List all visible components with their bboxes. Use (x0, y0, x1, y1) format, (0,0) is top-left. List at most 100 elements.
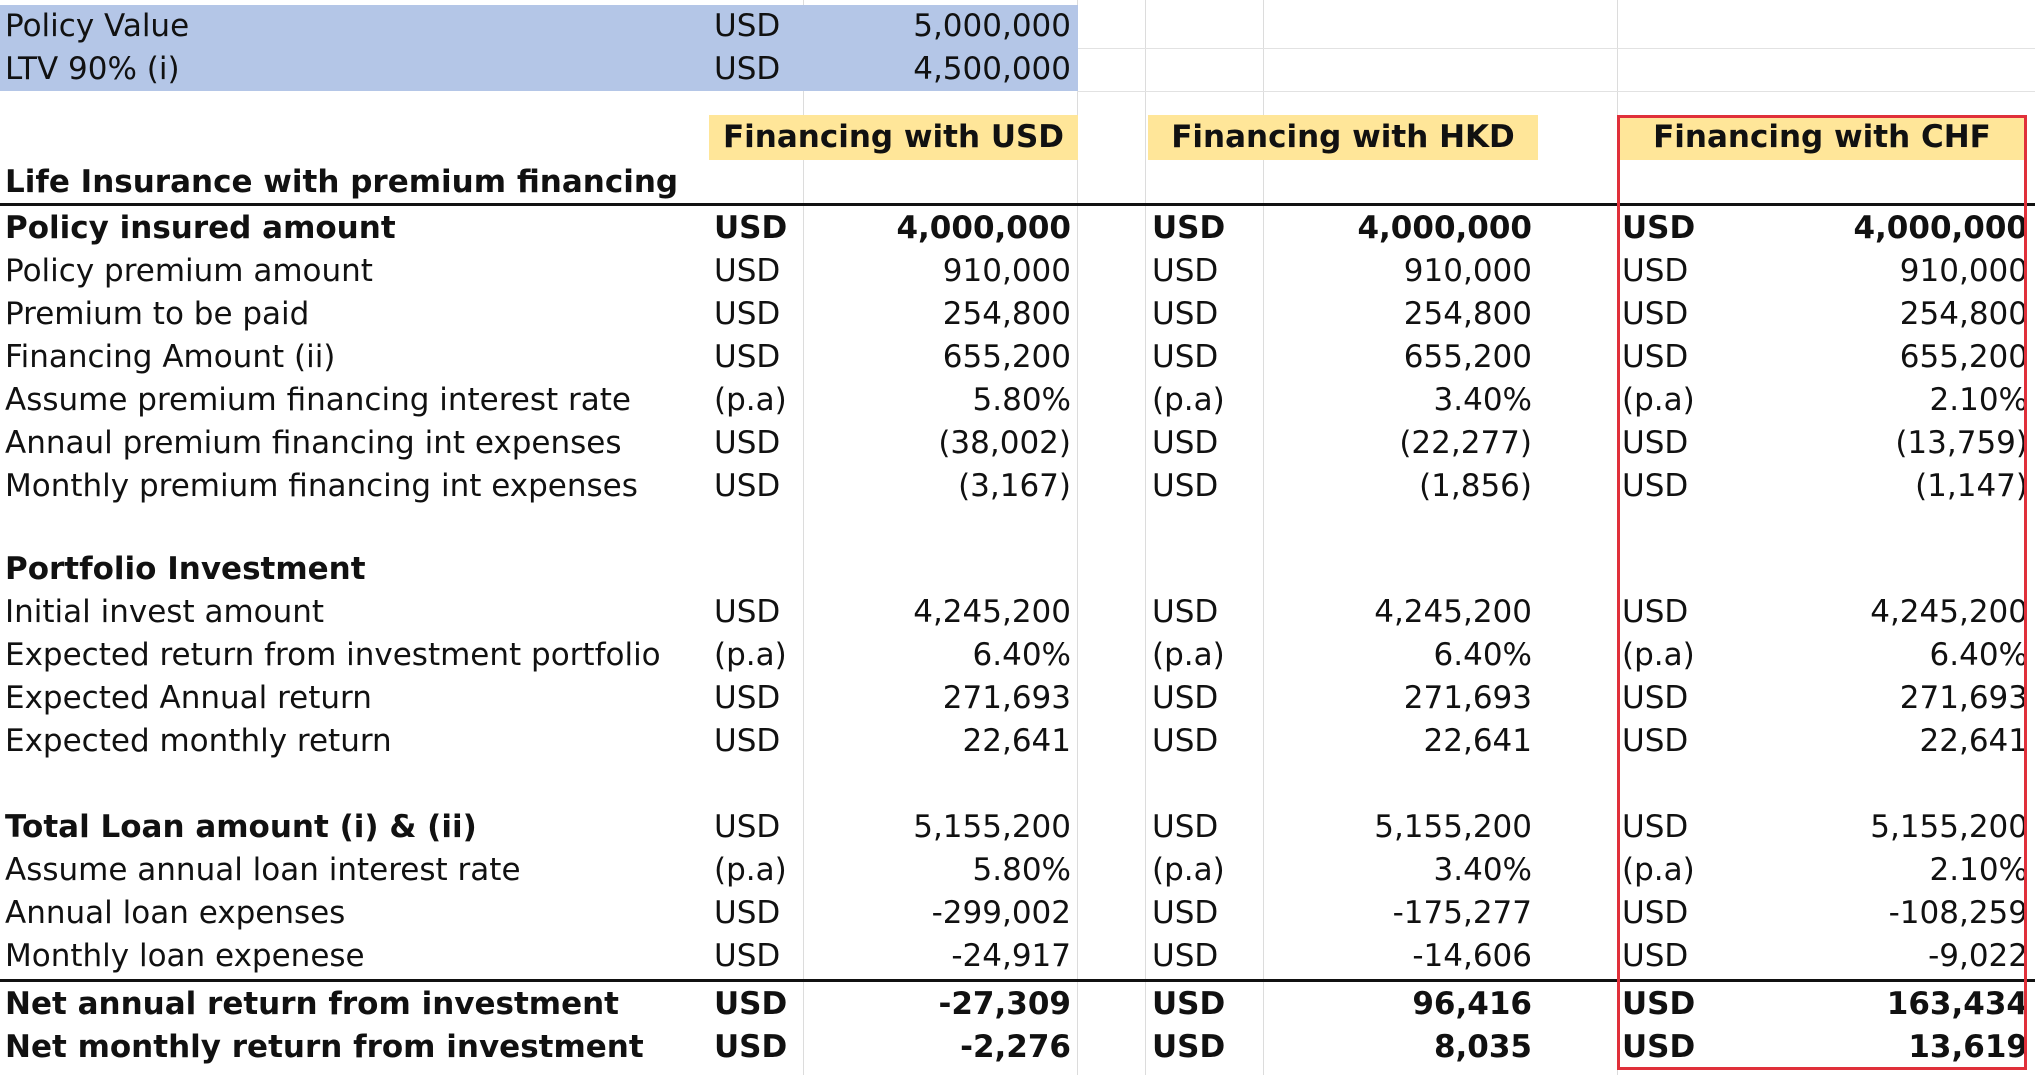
unit: (p.a) (1152, 637, 1225, 673)
grid-line (1077, 91, 2035, 92)
unit: USD (714, 938, 781, 974)
value: 4,000,000 (1853, 210, 2028, 246)
unit: USD (714, 425, 781, 461)
value: 254,800 (1403, 296, 1532, 332)
value: 4,245,200 (913, 594, 1071, 630)
section-divider (0, 203, 2035, 206)
unit: (p.a) (714, 852, 787, 888)
value: -24,917 (951, 938, 1071, 974)
value: 2.10% (1929, 382, 2028, 418)
header-financing-usd: Financing with USD (709, 115, 1078, 160)
table-row: Net monthly return from investment USD -2,… (0, 1026, 2035, 1069)
unit: USD (1622, 339, 1689, 375)
header-financing-hkd: Financing with HKD (1148, 115, 1538, 160)
value: 4,000,000 (896, 210, 1071, 246)
unit: (p.a) (1622, 852, 1695, 888)
value: (13,759) (1895, 425, 2028, 461)
value: -299,002 (931, 895, 1071, 931)
unit: USD (1152, 253, 1219, 289)
value: (3,167) (958, 468, 1071, 504)
unit: (p.a) (1622, 382, 1695, 418)
table-row: Monthly loan expenese USD -24,917 USD -14,60… (0, 935, 2035, 978)
value: 271,693 (942, 680, 1071, 716)
value: 254,800 (942, 296, 1071, 332)
unit: USD (714, 986, 788, 1022)
unit: USD (1152, 809, 1219, 845)
table-row: Financing Amount (ii) USD 655,200 USD 655,20… (0, 336, 2035, 379)
row-label: Assume annual loan interest rate (5, 852, 521, 888)
row-label: Policy insured amount (5, 210, 396, 246)
row-label: Policy Value (5, 8, 190, 44)
unit: USD (1152, 425, 1219, 461)
unit: USD (1622, 425, 1689, 461)
unit: USD (714, 253, 781, 289)
value: -27,309 (938, 986, 1072, 1022)
value: 6.40% (972, 637, 1071, 673)
unit: USD (714, 809, 781, 845)
value: 910,000 (1403, 253, 1532, 289)
value: 96,416 (1412, 986, 1532, 1022)
value: 22,641 (1919, 723, 2028, 759)
unit: USD (1622, 594, 1689, 630)
value: 5,155,200 (1870, 809, 2028, 845)
value: 13,619 (1908, 1029, 2028, 1065)
table-row: Expected return from investment portfoli… (0, 634, 2035, 677)
unit: USD (1152, 680, 1219, 716)
unit: USD (1622, 296, 1689, 332)
unit: USD (1622, 468, 1689, 504)
unit: USD (1622, 723, 1689, 759)
value: -175,277 (1392, 895, 1532, 931)
unit: USD (1152, 339, 1219, 375)
grid-line (1077, 0, 1078, 1075)
row-label: Net annual return from investment (5, 986, 619, 1022)
value: 163,434 (1886, 986, 2028, 1022)
value: 5,000,000 (913, 8, 1071, 44)
unit: (p.a) (714, 637, 787, 673)
unit: USD (714, 1029, 788, 1065)
unit: USD (1622, 938, 1689, 974)
unit: USD (1622, 680, 1689, 716)
row-label: Expected Annual return (5, 680, 372, 716)
unit: USD (1152, 468, 1219, 504)
table-row: Premium to be paid USD 254,800 USD 254,800 US… (0, 293, 2035, 336)
value: (1,856) (1419, 468, 1532, 504)
unit: USD (1622, 809, 1689, 845)
row-label: Initial invest amount (5, 594, 325, 630)
value: 5,155,200 (1374, 809, 1532, 845)
table-row: Assume annual loan interest rate (p.a) 5.8… (0, 849, 2035, 892)
table-row: Policy premium amount USD 910,000 USD 910,00… (0, 250, 2035, 293)
value: 910,000 (942, 253, 1071, 289)
value: 5,155,200 (913, 809, 1071, 845)
row-label: Expected monthly return (5, 723, 392, 759)
unit: USD (714, 210, 788, 246)
table-row: Annual loan expenses USD -299,002 USD -175,2… (0, 892, 2035, 935)
row-label: Assume premium financing interest rate (5, 382, 632, 418)
value: 271,693 (1403, 680, 1532, 716)
policy-summary-band (0, 5, 1078, 91)
unit: USD (1622, 253, 1689, 289)
value: 3.40% (1433, 382, 1532, 418)
row-label: Annual loan expenses (5, 895, 346, 931)
unit: USD (714, 468, 781, 504)
unit: USD (1152, 986, 1226, 1022)
unit: (p.a) (714, 382, 787, 418)
table-row: Monthly premium financing int expenses US… (0, 465, 2035, 508)
table-row: Assume premium financing interest rate (p… (0, 379, 2035, 422)
value: 4,245,200 (1374, 594, 1532, 630)
row-label: Premium to be paid (5, 296, 310, 332)
value: 655,200 (942, 339, 1071, 375)
table-row: Annaul premium financing int expenses USD… (0, 422, 2035, 465)
value: 271,693 (1899, 680, 2028, 716)
table-row: Net annual return from investment USD -27,… (0, 983, 2035, 1026)
chf-highlight-box (1617, 115, 2027, 1070)
row-label: Financing Amount (ii) (5, 339, 336, 375)
row-label: Net monthly return from investment (5, 1029, 644, 1065)
ltv-row: LTV 90% (i) USD 4,500,000 (0, 48, 2035, 91)
unit: USD (1622, 895, 1689, 931)
row-label: Expected return from investment portfoli… (5, 637, 661, 673)
table-row: Expected monthly return USD 22,641 USD 22,64… (0, 720, 2035, 763)
value: -108,259 (1888, 895, 2028, 931)
unit: USD (1152, 723, 1219, 759)
value: 2.10% (1929, 852, 2028, 888)
grid-line (803, 0, 804, 1075)
